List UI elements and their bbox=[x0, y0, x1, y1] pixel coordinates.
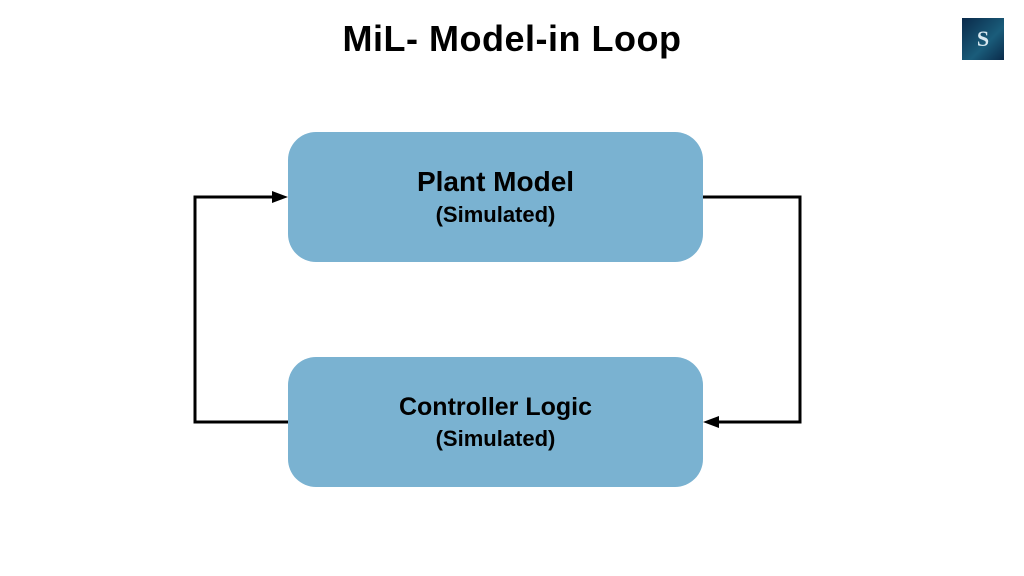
edge-plant-to-controller bbox=[703, 197, 800, 422]
diagram-node-plant: Plant Model (Simulated) bbox=[288, 132, 703, 262]
node-plant-sublabel: (Simulated) bbox=[436, 202, 556, 228]
diagram-node-controller: Controller Logic (Simulated) bbox=[288, 357, 703, 487]
node-controller-label: Controller Logic bbox=[399, 393, 592, 422]
node-plant-label: Plant Model bbox=[417, 166, 574, 198]
brand-logo: S bbox=[962, 18, 1004, 60]
page-title: MiL- Model-in Loop bbox=[0, 18, 1024, 60]
arrowhead-plant-to-controller bbox=[703, 416, 719, 428]
diagram-arrows bbox=[0, 0, 1024, 576]
node-controller-sublabel: (Simulated) bbox=[436, 426, 556, 452]
edge-controller-to-plant bbox=[195, 197, 288, 422]
brand-logo-letter: S bbox=[977, 26, 989, 52]
arrowhead-controller-to-plant bbox=[272, 191, 288, 203]
